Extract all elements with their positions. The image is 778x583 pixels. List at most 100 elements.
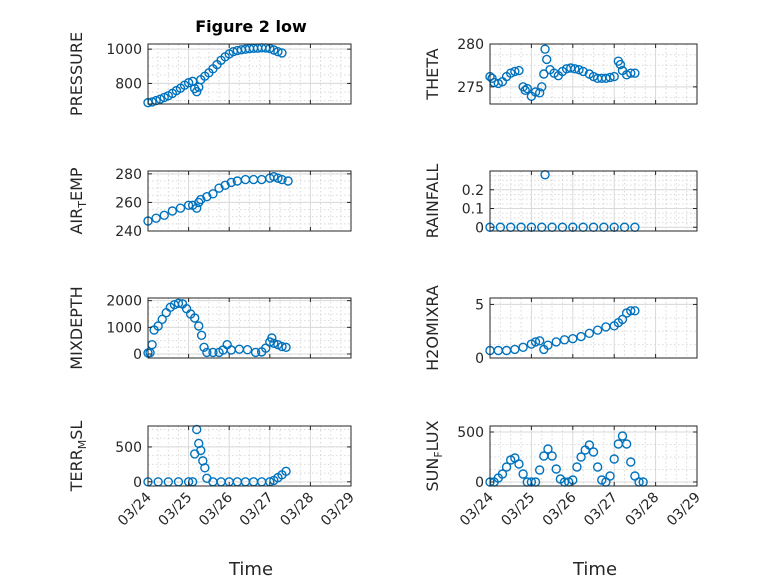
data-point <box>173 298 184 309</box>
data-point <box>159 210 169 220</box>
x-tick-label: 03/24 <box>457 489 497 529</box>
data-point <box>617 314 628 325</box>
data-point <box>196 330 207 341</box>
data-point <box>605 72 615 83</box>
data-point <box>493 78 503 89</box>
y-tick-label: 500 <box>115 440 142 456</box>
data-point <box>183 200 194 210</box>
data-point <box>578 66 588 77</box>
data-point <box>501 345 512 356</box>
data-point <box>630 306 640 316</box>
data-point <box>208 189 218 199</box>
data-point <box>269 338 279 349</box>
data-point <box>226 345 236 355</box>
data-point <box>617 431 628 441</box>
x-tick-label: 03/29 <box>664 490 704 530</box>
panel-h2omixra: 0 5 H2OMIXRA <box>423 285 698 371</box>
data-point <box>192 203 202 213</box>
y-tick-label: 0 <box>133 475 142 491</box>
data-point <box>568 334 578 344</box>
data-point <box>520 85 530 95</box>
panel-sun_flux: 0 500 03/24 03/25 03/26 03/27 03/28 03/29 SUNFLU… <box>423 420 704 529</box>
y-axis-label: MIXDEPTH <box>67 286 86 369</box>
data-point <box>175 203 186 213</box>
data-point <box>200 463 210 473</box>
y-tick-label: 260 <box>115 195 142 211</box>
y-tick-label: 280 <box>457 37 484 53</box>
y-axis-label: H2OMIXRA <box>423 285 442 371</box>
y-axis-label: TERRMSL <box>67 421 89 493</box>
data-point <box>267 333 277 343</box>
data-point <box>576 452 586 462</box>
x-tick-label: 03/26 <box>196 489 236 529</box>
data-point <box>273 47 283 57</box>
y-tick-label: 0.2 <box>462 183 484 199</box>
y-tick-label: 1000 <box>106 320 142 336</box>
x-axis-label-left: Time <box>228 559 273 580</box>
y-tick-label: 240 <box>115 224 142 240</box>
y-axis-label: THETA <box>423 48 442 100</box>
data-point <box>226 177 236 188</box>
panel-mixdepth: 0 1000 2000 MIXDEPTH <box>67 286 352 370</box>
data-point <box>196 445 206 456</box>
axes-frame <box>489 170 698 232</box>
x-tick-label: 03/27 <box>581 490 621 530</box>
y-tick-label: 280 <box>115 167 142 183</box>
data-point <box>522 83 532 94</box>
data-point <box>540 170 550 180</box>
y-tick-label: 2000 <box>106 294 142 310</box>
data-point <box>574 65 584 75</box>
panels: 800 1000 PRESSURE 275 280 THETA 240 260 280 AIRTE… <box>67 32 704 529</box>
data-point <box>199 342 209 353</box>
data-point <box>189 313 200 323</box>
x-axis-label-right: Time <box>572 559 617 580</box>
data-point <box>192 86 202 97</box>
data-point <box>626 68 636 78</box>
data-point <box>534 88 545 98</box>
data-point <box>530 87 541 97</box>
data-point <box>506 68 516 78</box>
x-tick-label: 03/25 <box>498 490 538 530</box>
y-tick-label: 500 <box>457 425 484 441</box>
data-point <box>626 457 636 467</box>
axes-frame <box>147 43 352 105</box>
y-tick-label: 1000 <box>106 42 142 58</box>
data-point <box>584 328 595 339</box>
figure-title: Figure 2 low <box>195 17 307 36</box>
data-point <box>281 342 291 353</box>
axes-frame <box>147 425 352 487</box>
data-point <box>281 466 291 477</box>
data-point <box>584 440 595 450</box>
data-point <box>543 340 553 350</box>
x-tick-label: 03/29 <box>318 490 358 530</box>
data-point <box>487 73 497 83</box>
data-point <box>183 78 194 88</box>
data-point <box>161 307 171 318</box>
x-tick-label: 03/28 <box>277 490 317 530</box>
y-tick-label: 275 <box>457 80 484 96</box>
data-point <box>576 331 586 342</box>
data-point <box>151 213 161 223</box>
data-point <box>592 325 603 335</box>
axes-frame <box>489 297 698 359</box>
data-point <box>194 197 204 208</box>
y-axis-label: RAINFALL <box>423 164 442 239</box>
panel-rainfall: 0 0.1 0.2 RAINFALL <box>423 164 698 239</box>
axes-frame <box>147 170 352 232</box>
axes-frame <box>489 43 698 105</box>
y-tick-label: 0.1 <box>462 202 484 218</box>
data-point <box>559 335 570 345</box>
data-point <box>570 64 580 74</box>
data-point <box>534 336 545 346</box>
panel-pressure: 800 1000 PRESSURE <box>67 32 352 116</box>
data-point <box>540 44 550 54</box>
panel-theta: 275 280 THETA <box>423 37 698 105</box>
data-point <box>240 174 251 185</box>
data-point <box>202 347 212 358</box>
data-point <box>277 341 287 352</box>
y-tick-label: 0 <box>475 351 484 367</box>
y-axis-label: AIRTEMP <box>67 167 89 234</box>
data-point <box>601 322 611 332</box>
data-point <box>510 344 520 355</box>
